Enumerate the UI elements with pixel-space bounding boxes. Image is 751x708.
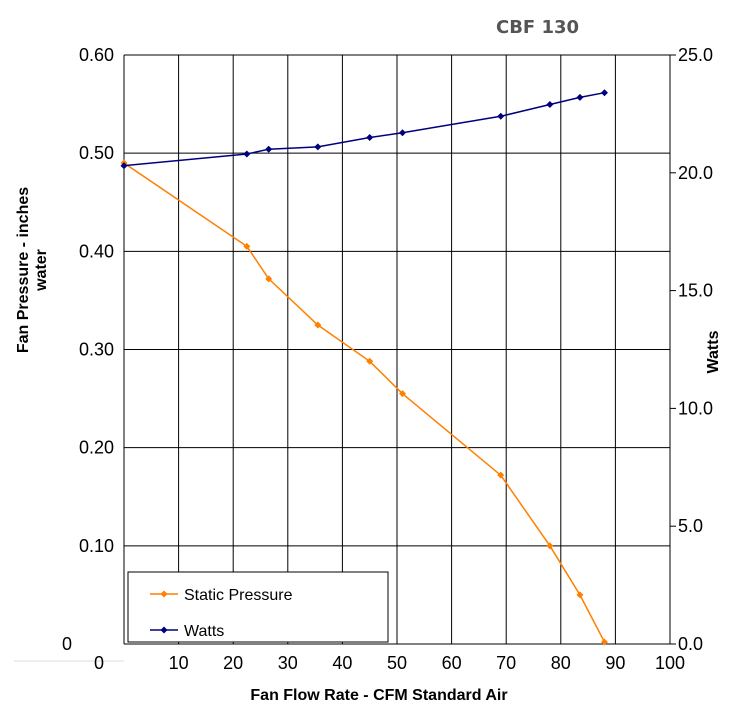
x-tick-label: 100 <box>655 653 685 673</box>
data-point-marker <box>497 471 505 479</box>
data-point-marker <box>497 112 505 120</box>
data-point-marker <box>398 390 406 398</box>
legend-label: Static Pressure <box>184 587 293 604</box>
y-right-tick-label: 15.0 <box>678 281 713 301</box>
x-tick-label: 50 <box>387 653 407 673</box>
y-right-tick-labels: 0.0 5.0 10.0 15.0 20.0 25.0 <box>678 45 713 654</box>
legend-box <box>127 571 389 643</box>
data-point-marker <box>265 275 273 283</box>
data-point-marker <box>546 542 554 550</box>
y-left-tick-label: 0.40 <box>79 241 114 261</box>
y-left-tick-label: 0.50 <box>79 143 114 163</box>
data-point-marker <box>314 321 322 329</box>
x-tick-label: 20 <box>223 653 243 673</box>
y-right-axis-title: Watts <box>705 330 722 373</box>
legend-swatch-marker <box>160 590 168 598</box>
x-tick-label: 90 <box>605 653 625 673</box>
y-right-tick-label: 10.0 <box>678 398 713 418</box>
y-left-tick-label: 0.60 <box>79 45 114 65</box>
data-point-marker <box>314 143 322 151</box>
y-left-tick-label: 0.30 <box>79 340 114 360</box>
x-tick-label: 30 <box>278 653 298 673</box>
data-point-marker <box>366 357 374 365</box>
x-tick-labels: 0 10 20 30 40 50 60 70 80 90 100 <box>94 653 685 673</box>
data-point-marker <box>546 100 554 108</box>
data-point-marker <box>600 89 608 97</box>
data-point-marker <box>600 638 608 646</box>
y-right-tick-label: 5.0 <box>678 516 703 536</box>
data-point-marker <box>576 93 584 101</box>
y-left-tick-label: 0 <box>62 634 72 654</box>
y-left-tick-label: 0.10 <box>79 536 114 556</box>
series-layer <box>120 89 608 646</box>
x-tick-label: 60 <box>442 653 462 673</box>
data-point-marker <box>243 242 251 250</box>
x-tick-label: 0 <box>94 653 104 673</box>
series-line <box>123 162 606 643</box>
x-tick-label: 10 <box>169 653 189 673</box>
legend: Static Pressure Watts <box>127 571 389 643</box>
data-point-marker <box>265 145 273 153</box>
data-point-marker <box>120 162 128 170</box>
x-tick-label: 70 <box>496 653 516 673</box>
grid-lines <box>14 54 676 662</box>
data-point-marker <box>398 129 406 137</box>
y-left-axis-title: Fan Pressure - inches water <box>15 187 50 353</box>
y-left-axis-title-line: Fan Pressure - inches <box>15 187 32 353</box>
series-line <box>123 91 605 167</box>
y-right-tick-label: 20.0 <box>678 163 713 183</box>
y-right-tick-label: 0.0 <box>678 634 703 654</box>
x-tick-label: 80 <box>551 653 571 673</box>
x-axis-title: Fan Flow Rate - CFM Standard Air <box>250 687 507 704</box>
legend-swatch-marker <box>160 626 168 634</box>
y-right-tick-label: 25.0 <box>678 45 713 65</box>
data-point-marker <box>576 591 584 599</box>
y-left-tick-label: 0.20 <box>79 438 114 458</box>
chart-title: CBF 130 <box>496 17 580 38</box>
legend-label: Watts <box>184 623 224 640</box>
y-left-axis-title-line: water <box>33 249 50 292</box>
x-tick-label: 40 <box>332 653 352 673</box>
data-point-marker <box>366 133 374 141</box>
data-point-marker <box>243 150 251 158</box>
series-watts <box>120 89 608 170</box>
axis-titles: Fan Flow Rate - CFM Standard Air Fan Pres… <box>15 187 722 704</box>
y-left-tick-labels: 0 0.10 0.20 0.30 0.40 0.50 0.60 <box>62 45 114 654</box>
